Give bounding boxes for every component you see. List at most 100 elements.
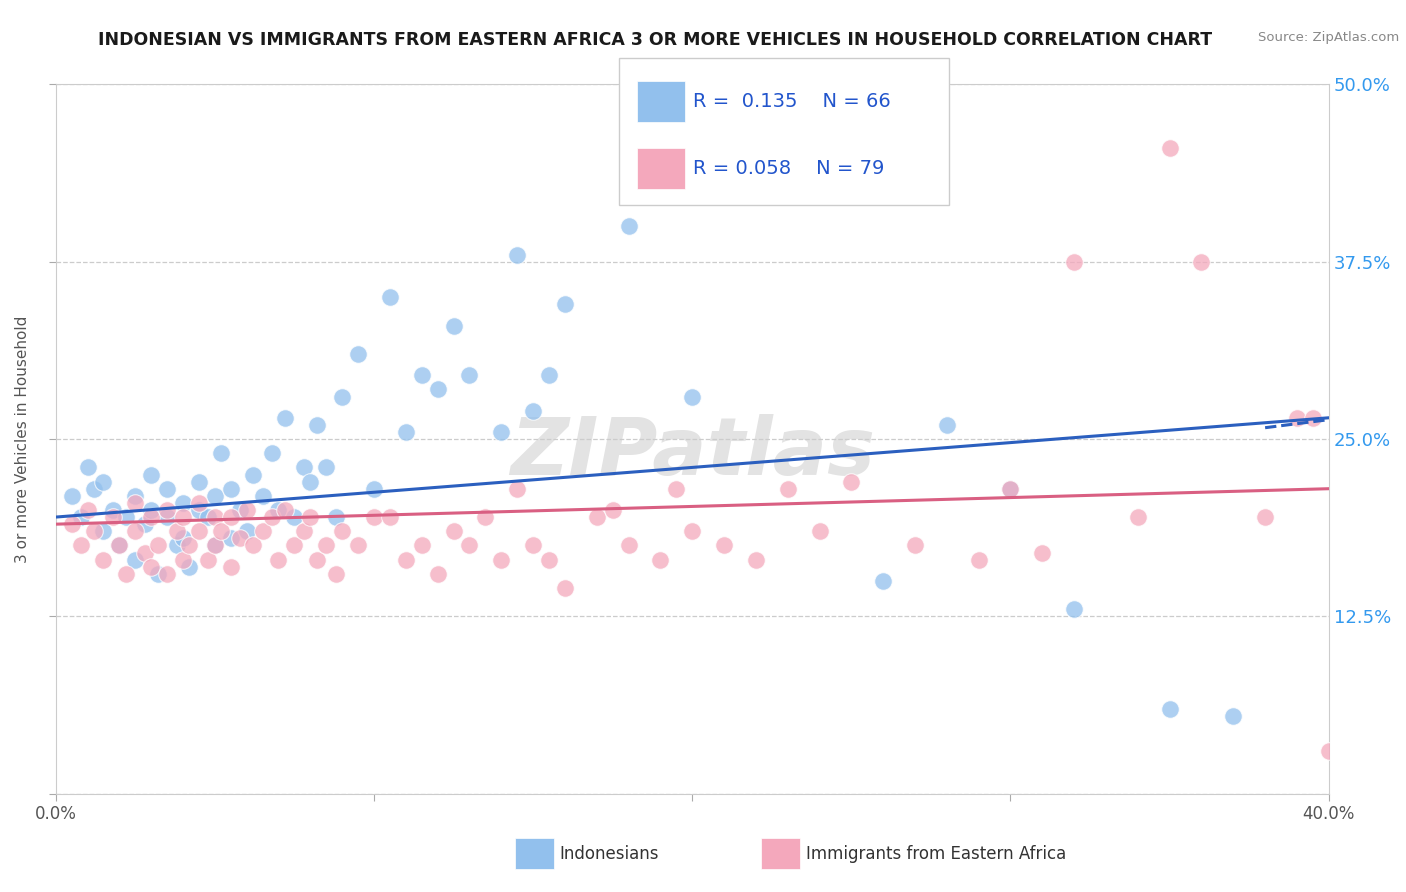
Point	[1000, 482, 1022, 496]
Point	[156, 482, 179, 496]
Point	[872, 574, 894, 588]
Point	[134, 517, 156, 532]
Point	[713, 538, 735, 552]
Point	[330, 390, 353, 404]
Point	[458, 368, 481, 383]
Point	[292, 524, 315, 539]
Point	[219, 482, 242, 496]
Point	[395, 552, 418, 566]
Point	[506, 482, 529, 496]
Point	[274, 410, 297, 425]
Point	[1031, 545, 1053, 559]
Point	[124, 524, 146, 539]
Point	[378, 510, 401, 524]
Point	[305, 417, 328, 432]
Point	[650, 552, 672, 566]
Point	[124, 489, 146, 503]
Point	[378, 290, 401, 304]
Point	[267, 552, 290, 566]
Point	[363, 482, 385, 496]
Point	[204, 538, 226, 552]
Point	[363, 510, 385, 524]
Point	[411, 368, 433, 383]
Point	[187, 503, 209, 517]
Point	[1063, 254, 1085, 268]
Point	[426, 383, 449, 397]
Text: INDONESIAN VS IMMIGRANTS FROM EASTERN AFRICA 3 OR MORE VEHICLES IN HOUSEHOLD COR: INDONESIAN VS IMMIGRANTS FROM EASTERN AF…	[98, 31, 1212, 49]
Point	[187, 475, 209, 489]
Point	[179, 559, 201, 574]
Point	[156, 503, 179, 517]
Point	[219, 510, 242, 524]
Point	[242, 467, 264, 482]
Point	[197, 552, 219, 566]
Point	[1063, 602, 1085, 616]
Point	[93, 475, 115, 489]
Point	[197, 510, 219, 524]
Point	[124, 552, 146, 566]
Point	[602, 503, 624, 517]
Point	[187, 524, 209, 539]
Point	[166, 538, 188, 552]
Point	[204, 489, 226, 503]
Point	[904, 538, 927, 552]
Point	[395, 425, 418, 439]
Point	[443, 524, 465, 539]
Point	[83, 482, 105, 496]
Point	[554, 581, 576, 595]
Point	[283, 510, 305, 524]
Point	[93, 524, 115, 539]
Point	[172, 496, 194, 510]
Point	[242, 538, 264, 552]
Point	[1191, 254, 1213, 268]
Point	[101, 503, 124, 517]
Point	[108, 538, 131, 552]
Point	[179, 538, 201, 552]
Point	[235, 524, 257, 539]
Point	[114, 510, 136, 524]
Point	[299, 510, 322, 524]
Point	[83, 524, 105, 539]
Point	[114, 566, 136, 581]
Point	[522, 538, 544, 552]
Point	[229, 532, 252, 546]
Text: R =  0.135    N = 66: R = 0.135 N = 66	[693, 92, 891, 112]
Point	[187, 496, 209, 510]
Point	[267, 503, 290, 517]
Point	[76, 460, 98, 475]
Point	[172, 532, 194, 546]
Point	[491, 552, 513, 566]
Point	[537, 368, 560, 383]
Point	[93, 552, 115, 566]
Point	[204, 538, 226, 552]
Point	[347, 347, 370, 361]
Point	[299, 475, 322, 489]
Text: Immigrants from Eastern Africa: Immigrants from Eastern Africa	[806, 845, 1066, 863]
Point	[1126, 510, 1149, 524]
Point	[506, 247, 529, 261]
Point	[166, 524, 188, 539]
Text: Source: ZipAtlas.com: Source: ZipAtlas.com	[1258, 31, 1399, 45]
Point	[76, 503, 98, 517]
Point	[134, 545, 156, 559]
Point	[426, 566, 449, 581]
Point	[146, 566, 169, 581]
Point	[1222, 708, 1244, 723]
Point	[141, 510, 163, 524]
Point	[274, 503, 297, 517]
Point	[776, 127, 799, 141]
Point	[101, 510, 124, 524]
Point	[229, 503, 252, 517]
Point	[172, 552, 194, 566]
Point	[204, 510, 226, 524]
Point	[124, 496, 146, 510]
Point	[315, 538, 337, 552]
Point	[1285, 410, 1308, 425]
Point	[70, 538, 93, 552]
Point	[70, 510, 93, 524]
Point	[491, 425, 513, 439]
Point	[262, 510, 284, 524]
Point	[252, 489, 274, 503]
Point	[108, 538, 131, 552]
Point	[1317, 744, 1340, 758]
